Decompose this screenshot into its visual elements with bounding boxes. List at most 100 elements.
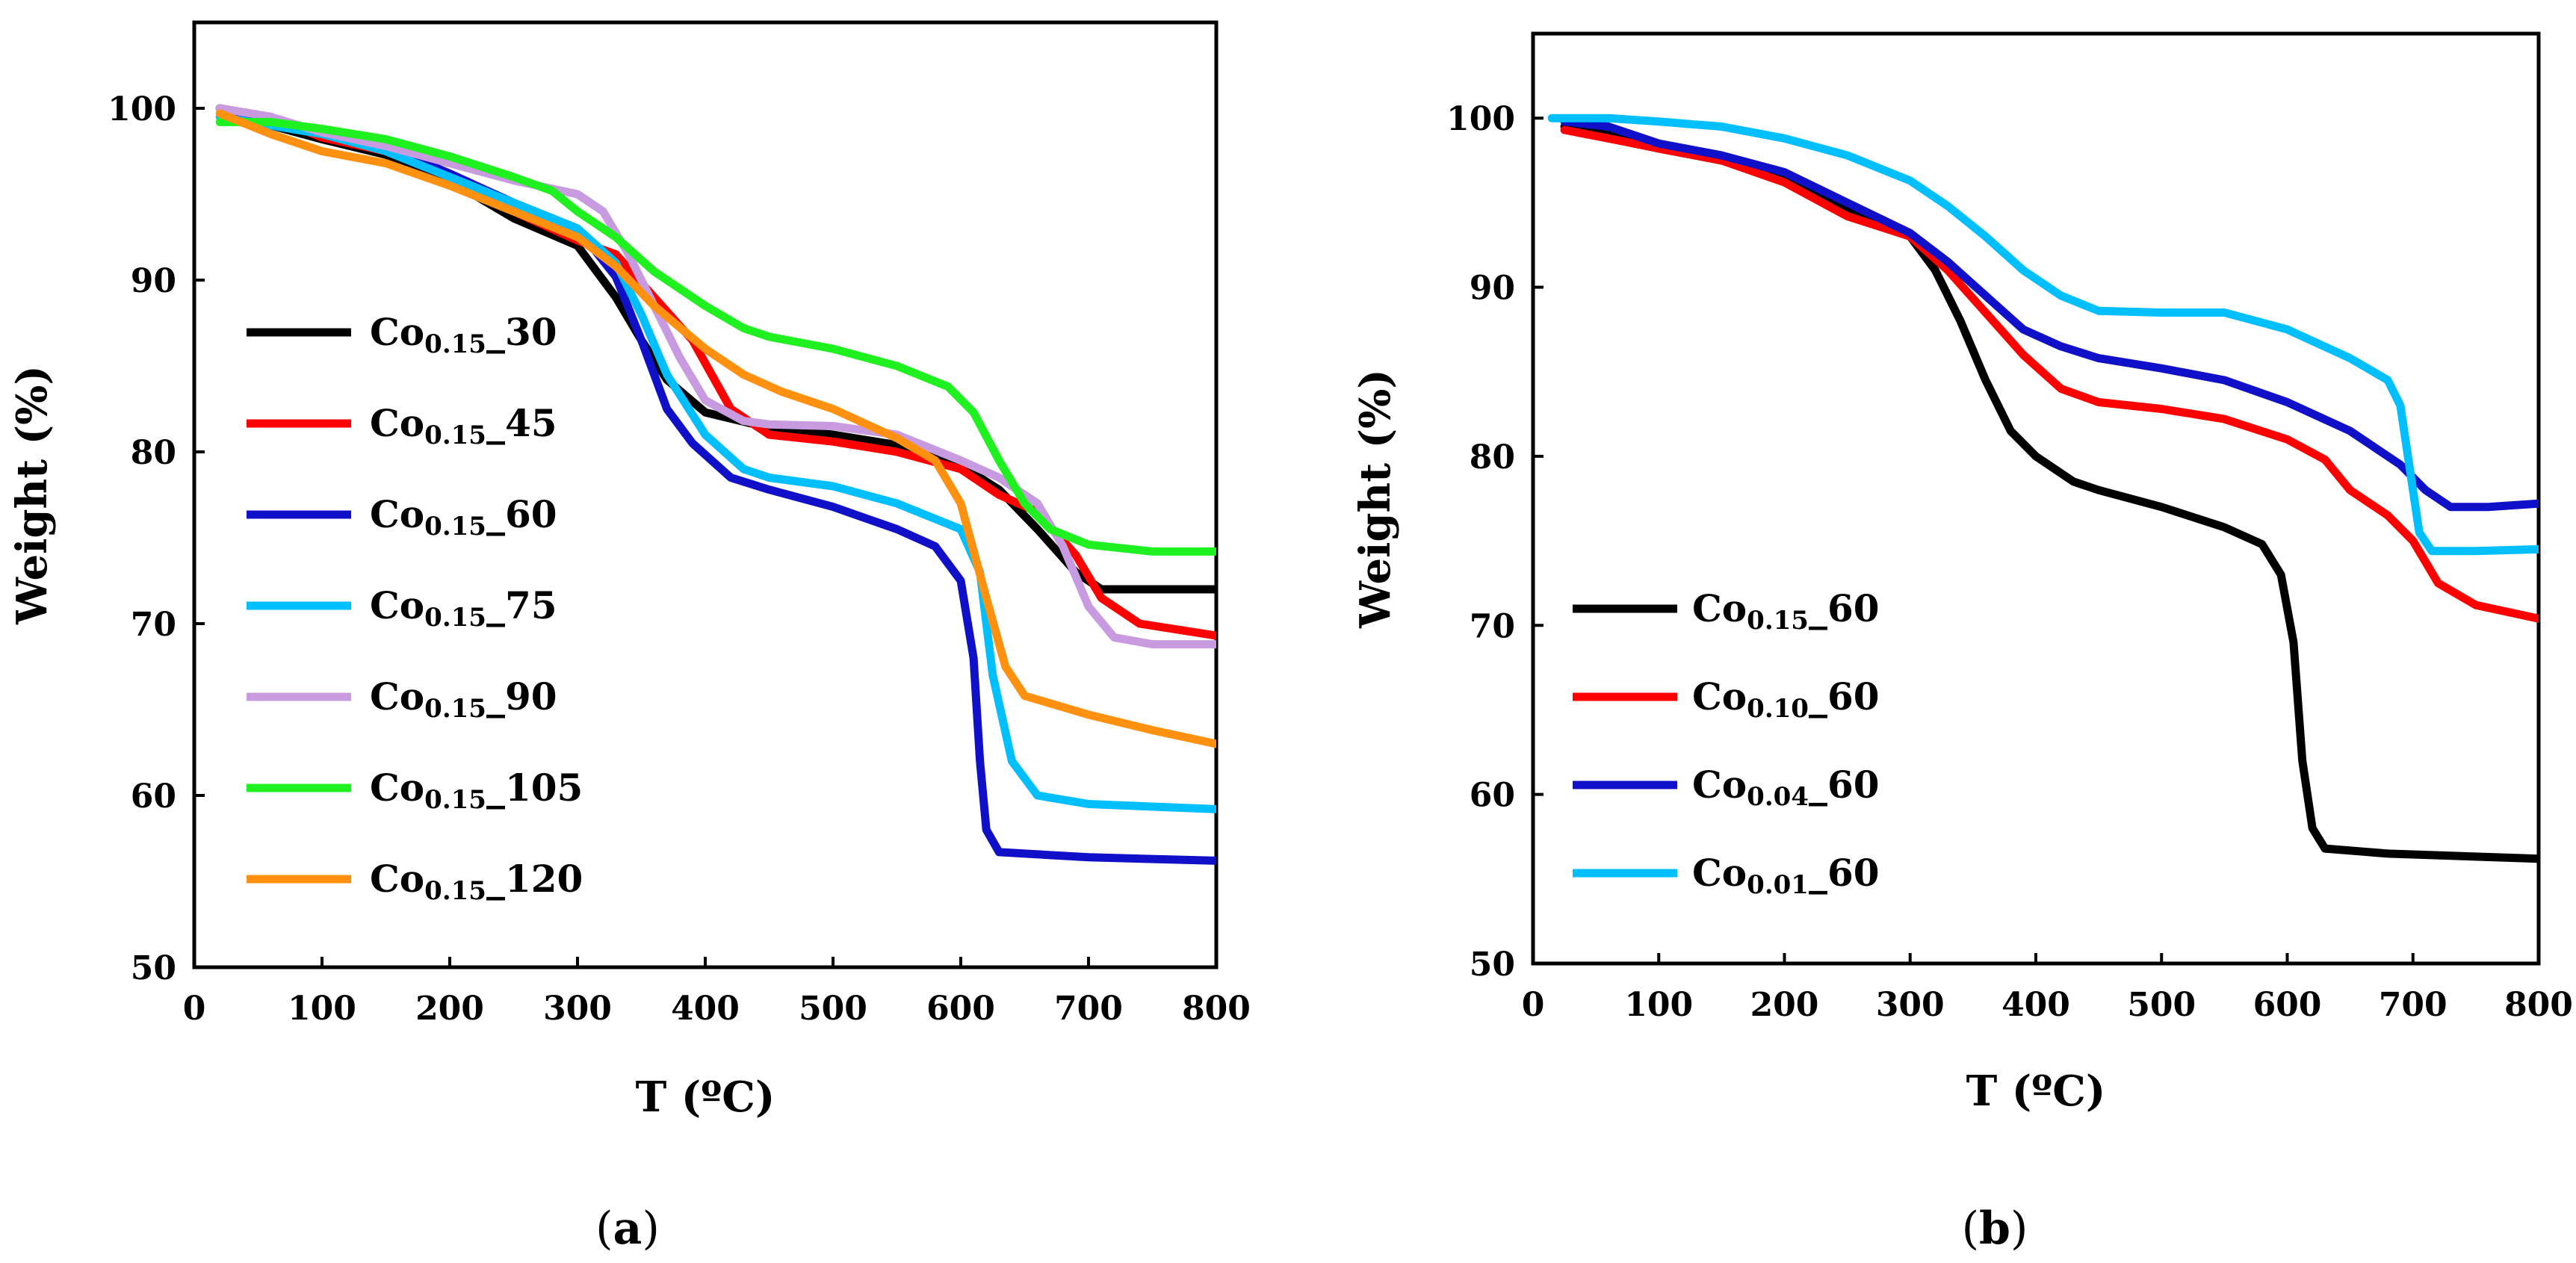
legend-label-subscript: 0.15	[424, 512, 486, 541]
series-line	[1560, 122, 2539, 863]
x-tick-label: 500	[799, 990, 867, 1028]
x-tick-label: 700	[1054, 990, 1123, 1028]
legend-label-subscript: 0.10	[1747, 694, 1809, 724]
legend-label-suffix: _60	[1809, 763, 1880, 807]
legend-label-prefix: Co	[370, 674, 424, 719]
legend-label-subscript: 0.15	[424, 421, 486, 450]
legend-label-subscript: 0.01	[1747, 870, 1809, 900]
chart-panel-a: 0 100 200 300 400 500 600 700 800 50 60 70 80 90 100 T …	[7, 20, 1251, 1255]
y-tick-label: 60	[1470, 777, 1515, 815]
y-tick-label: 70	[1470, 607, 1515, 645]
legend-label-suffix: _30	[486, 310, 557, 354]
legend-label-prefix: Co	[1692, 851, 1747, 895]
x-tick-label: 200	[415, 990, 484, 1028]
legend-label-subscript: 0.15	[424, 785, 486, 815]
panel-caption-letter: b	[1979, 1203, 2010, 1255]
legend-label-prefix: Co	[1692, 763, 1747, 807]
legend-label-prefix: Co	[370, 583, 424, 627]
legend-label-prefix: Co	[370, 492, 424, 536]
y-tick-label: 70	[131, 606, 176, 644]
legend-label: Co0.04_60	[1692, 763, 1880, 812]
series-line	[215, 104, 1216, 865]
x-tick-label: 700	[2379, 986, 2447, 1024]
legend-label-suffix: _105	[486, 766, 583, 810]
series-line	[215, 109, 1216, 748]
panel-caption-letter: a	[613, 1203, 643, 1255]
legend-label: Co0.15_120	[370, 857, 583, 906]
legend-label: Co0.10_60	[1692, 674, 1880, 724]
x-tick-label: 600	[926, 990, 995, 1028]
y-tick-label: 90	[131, 262, 176, 300]
y-tick-label: 50	[1470, 946, 1515, 984]
panel-caption: (a)	[595, 1203, 660, 1255]
y-tick-label: 100	[108, 90, 176, 128]
x-tick-label: 100	[1624, 986, 1693, 1024]
legend-label-prefix: Co	[370, 310, 424, 354]
legend-label-suffix: _60	[1809, 586, 1880, 630]
legend-label: Co0.15_60	[1692, 586, 1880, 636]
legend-label-suffix: _60	[1809, 851, 1880, 895]
legend-label: Co0.15_90	[370, 674, 557, 724]
y-axis-title: Weight (%)	[1351, 369, 1400, 629]
x-tick-label: 0	[183, 990, 206, 1028]
legend-label: Co0.01_60	[1692, 851, 1880, 900]
series-line	[215, 104, 1216, 649]
series-line	[1560, 117, 2539, 512]
series-line	[1560, 125, 2539, 623]
y-tick-label: 60	[131, 778, 176, 816]
y-axis-title: Weight (%)	[7, 365, 57, 625]
legend-label-prefix: Co	[370, 401, 424, 445]
x-tick-label: 300	[1876, 986, 1945, 1024]
legend-label-suffix: _90	[486, 674, 557, 719]
legend-label: Co0.15_45	[370, 401, 557, 450]
legend-label: Co0.15_105	[370, 766, 583, 815]
series-group	[215, 104, 1216, 865]
legend-label-subscript: 0.15	[424, 876, 486, 906]
x-tick-label: 0	[1522, 986, 1545, 1024]
y-tick-label: 50	[131, 949, 176, 987]
legend: Co0.15_30Co0.15_45Co0.15_60Co0.15_75Co0.…	[247, 310, 583, 906]
legend-label-suffix: _60	[486, 492, 557, 536]
legend-label-prefix: Co	[1692, 674, 1747, 719]
legend-label: Co0.15_30	[370, 310, 557, 359]
y-tick-label: 100	[1446, 100, 1515, 138]
legend-label-suffix: _45	[486, 401, 557, 445]
x-tick-label: 500	[2127, 986, 2196, 1024]
legend-label-subscript: 0.15	[424, 694, 486, 724]
legend-label-subscript: 0.15	[424, 329, 486, 359]
x-axis-title: T (ºC)	[1966, 1067, 2106, 1116]
legend-label: Co0.15_60	[370, 492, 557, 541]
legend-label-subscript: 0.04	[1747, 782, 1809, 812]
x-tick-label: 400	[671, 990, 740, 1028]
y-tick-label: 90	[1470, 270, 1515, 308]
panel-caption: (b)	[1962, 1203, 2028, 1255]
x-tick-label: 800	[2504, 986, 2573, 1024]
legend-label-prefix: Co	[1692, 586, 1747, 630]
legend-label-subscript: 0.15	[1747, 606, 1809, 636]
y-tick-label: 80	[131, 434, 176, 472]
legend-label-prefix: Co	[370, 766, 424, 810]
series-line	[215, 113, 1216, 813]
x-axis-title: T (ºC)	[636, 1073, 775, 1122]
x-tick-label: 300	[543, 990, 612, 1028]
legend-label: Co0.15_75	[370, 583, 557, 633]
chart-panel-b: 0 100 200 300 400 500 600 700 800 50 60 70 80 90 100 T …	[1351, 31, 2573, 1255]
x-tick-label: 800	[1182, 990, 1251, 1028]
x-tick-label: 600	[2253, 986, 2322, 1024]
legend-label-suffix: _60	[1809, 674, 1880, 719]
legend-label-suffix: _120	[486, 857, 583, 901]
series-group	[1547, 114, 2539, 863]
plot-frame	[1531, 31, 2541, 966]
x-tick-label: 100	[288, 990, 356, 1028]
plot-frame	[192, 20, 1219, 969]
series-line	[215, 117, 1216, 556]
series-line	[1547, 114, 2539, 556]
y-tick-label: 80	[1470, 438, 1515, 477]
x-tick-label: 200	[1750, 986, 1819, 1024]
legend-label-subscript: 0.15	[424, 603, 486, 633]
legend-label-prefix: Co	[370, 857, 424, 901]
x-tick-label: 400	[2001, 986, 2070, 1024]
legend-label-suffix: _75	[486, 583, 557, 627]
